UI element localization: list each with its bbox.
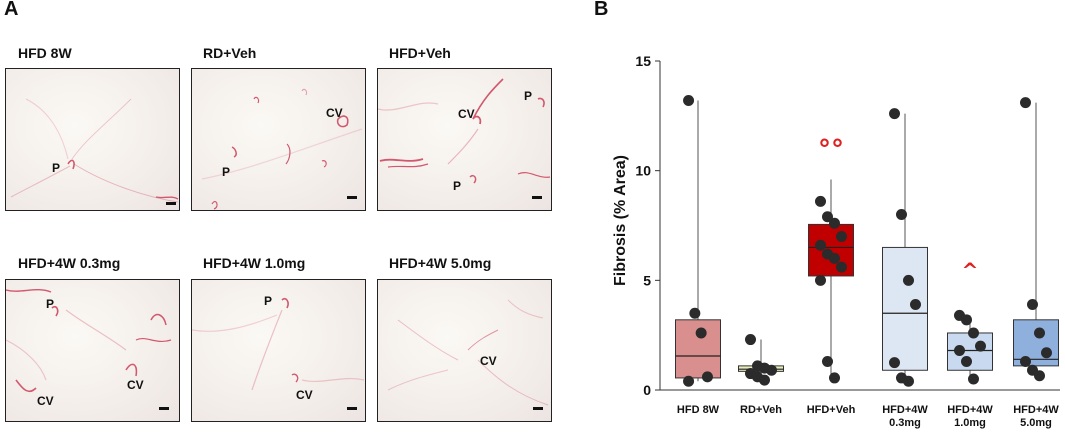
- scale-bar: [532, 196, 542, 199]
- central-vein-label: CV: [127, 378, 144, 392]
- portal-label: P: [453, 179, 462, 193]
- y-tick-label: 10: [635, 163, 651, 179]
- micrograph-hfd-4w-03mg: P CV CV: [5, 279, 180, 422]
- x-tick-label: RD+Veh: [740, 404, 782, 416]
- x-tick-label: HFD+4W: [947, 404, 993, 416]
- portal-label: P: [52, 161, 61, 175]
- data-point: [815, 195, 826, 207]
- scale-bar: [533, 407, 543, 410]
- central-vein-label: CV: [296, 388, 313, 402]
- data-point: [683, 94, 695, 106]
- portal-label: P: [222, 165, 231, 179]
- collagen-fiber-traces: [201, 88, 363, 210]
- fibrosis-box-plot: 0 5 10 15 Fibrosis (% Area) HFD 8W RD+Veh HFD+V…: [612, 53, 1060, 429]
- data-point: [766, 364, 777, 376]
- data-point: [829, 217, 840, 229]
- y-axis-label: Fibrosis (% Area): [612, 155, 629, 286]
- y-tick-label: 5: [643, 272, 651, 288]
- data-point: [745, 334, 756, 346]
- data-point: [903, 274, 914, 286]
- x-tick-label: HFD 8W: [677, 404, 720, 416]
- micrograph-title: HFD 8W: [18, 45, 72, 61]
- y-tick-label: 15: [635, 53, 651, 69]
- central-vein-label: CV: [326, 106, 343, 120]
- scale-bar: [347, 407, 357, 410]
- data-point: [954, 345, 965, 357]
- data-point: [975, 340, 986, 352]
- data-point: [1020, 355, 1031, 367]
- data-point: [889, 108, 900, 120]
- data-point: [1034, 327, 1045, 339]
- data-point: [829, 252, 840, 264]
- data-point: [910, 298, 921, 310]
- central-vein-label: CV: [458, 107, 475, 121]
- significance-marker: °°: [818, 135, 844, 165]
- data-point: [701, 371, 713, 383]
- x-tick-label: 5.0mg: [1020, 417, 1052, 429]
- central-vein-label: CV: [480, 354, 497, 368]
- data-point: [961, 355, 972, 367]
- data-point: [1027, 298, 1038, 310]
- scale-bar: [166, 202, 176, 205]
- collagen-fiber-traces: [10, 98, 179, 203]
- data-point: [822, 355, 833, 367]
- data-point: [896, 209, 907, 221]
- data-point: [1041, 347, 1052, 359]
- panel-b-label: B: [594, 0, 609, 20]
- micrograph-hfd-4w-10mg: P CV: [191, 279, 366, 422]
- micrograph-title: HFD+4W 5.0mg: [389, 255, 492, 271]
- data-point: [1034, 370, 1045, 382]
- portal-label: P: [524, 89, 533, 103]
- scale-bar: [159, 407, 169, 410]
- micrograph-title: HFD+4W 1.0mg: [203, 255, 306, 271]
- data-point: [1020, 97, 1031, 109]
- data-point: [903, 375, 914, 387]
- data-point: [815, 274, 826, 286]
- data-point: [829, 372, 840, 384]
- micrograph-hfd-4w-50mg: CV: [377, 279, 552, 422]
- data-point: [695, 327, 707, 339]
- x-tick-label: 0.3mg: [889, 417, 921, 429]
- box-iqr: [1013, 319, 1059, 367]
- collagen-fiber-traces: [387, 299, 549, 406]
- data-point: [689, 307, 701, 319]
- box-iqr: [882, 246, 928, 371]
- x-tick-label: HFD+Veh: [807, 404, 856, 416]
- micrograph-rd-veh: CV P: [191, 68, 366, 211]
- micrograph-title: HFD+Veh: [389, 45, 451, 61]
- collagen-fiber-traces: [378, 78, 551, 184]
- data-point: [836, 261, 847, 273]
- collagen-fiber-traces: [192, 297, 365, 391]
- scale-bar: [347, 196, 357, 199]
- significance-marker: ^: [962, 258, 979, 282]
- micrograph-title: RD+Veh: [203, 45, 257, 61]
- data-point: [968, 327, 979, 339]
- x-tick-label: HFD+4W: [1013, 404, 1059, 416]
- y-tick-label: 0: [643, 382, 651, 398]
- x-tick-label: HFD+4W: [882, 404, 928, 416]
- portal-label: P: [46, 297, 55, 311]
- data-point: [889, 357, 900, 369]
- portal-label: P: [264, 294, 273, 308]
- data-point: [961, 314, 972, 326]
- data-point: [968, 373, 979, 385]
- data-point: [836, 230, 847, 242]
- data-point: [759, 374, 770, 386]
- central-vein-label: CV: [37, 394, 54, 408]
- micrograph-title: HFD+4W 0.3mg: [18, 255, 121, 271]
- data-point: [683, 375, 695, 387]
- data-point: [815, 239, 826, 251]
- panel-a-label: A: [4, 0, 19, 20]
- micrograph-hfd-veh: CV P P: [377, 68, 552, 211]
- x-tick-label: 1.0mg: [954, 417, 986, 429]
- micrograph-hfd-8w: P: [5, 68, 180, 211]
- data-point: [822, 211, 833, 223]
- box-iqr: [675, 319, 721, 379]
- collagen-fiber-traces: [6, 289, 172, 393]
